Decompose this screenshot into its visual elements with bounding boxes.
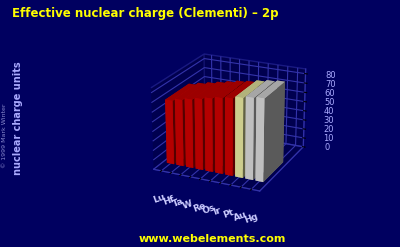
Text: © 1999 Mark Winter: © 1999 Mark Winter: [2, 103, 7, 168]
Text: Effective nuclear charge (Clementi) – 2p: Effective nuclear charge (Clementi) – 2p: [12, 7, 278, 21]
Text: nuclear charge units: nuclear charge units: [13, 62, 23, 175]
Text: www.webelements.com: www.webelements.com: [138, 234, 286, 244]
